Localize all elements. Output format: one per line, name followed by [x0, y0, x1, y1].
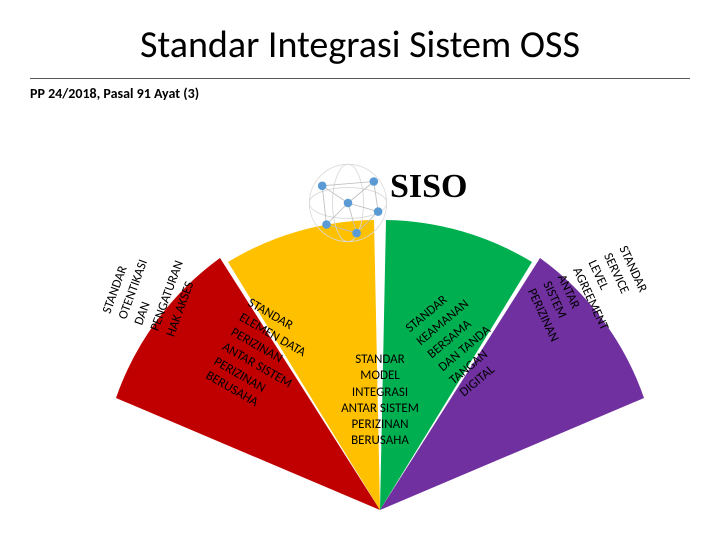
center-model-text: STANDARMODELINTEGRASIANTAR SISTEMPERIZIN… [330, 352, 430, 450]
fan-diagram: SISO STANDARMODELINTEGRASIANTAR SISTEMPE… [0, 130, 720, 540]
page-title: Standar Integrasi Sistem OSS [0, 0, 720, 68]
title-rule [30, 78, 690, 79]
siso-label: SISO [390, 168, 468, 206]
globe-network-icon [305, 160, 391, 246]
subtitle: PP 24/2018, Pasal 91 Ayat (3) [30, 85, 720, 102]
